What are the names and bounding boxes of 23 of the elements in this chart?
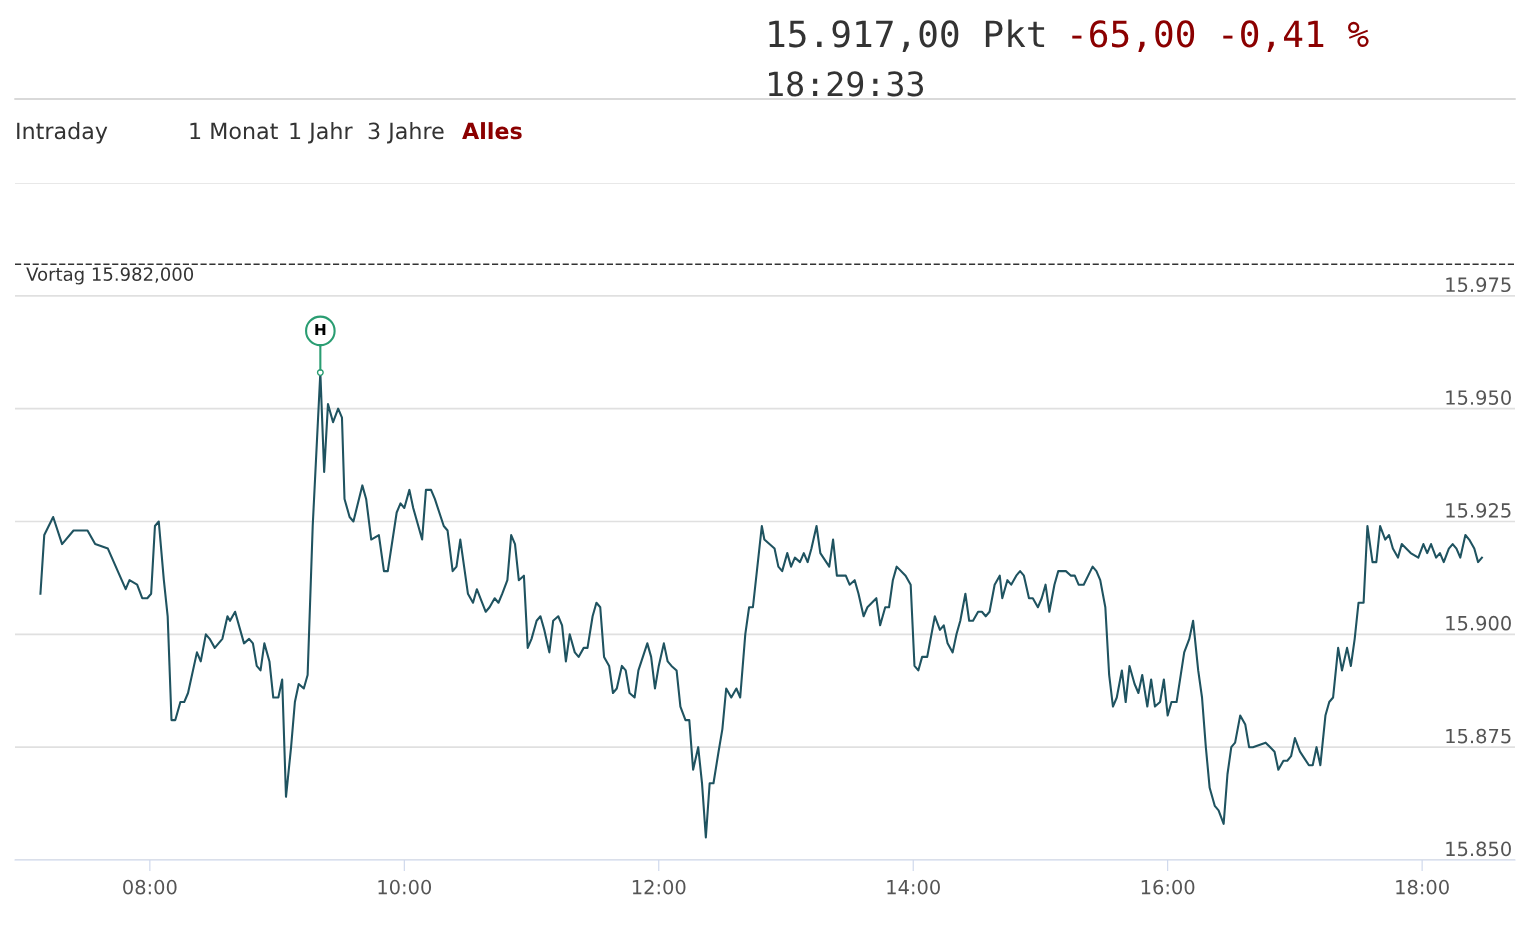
y-tick-label: 15.900 — [1446, 615, 1511, 631]
x-tick-label: 08:00 — [123, 879, 177, 895]
text: Alles — [462, 122, 522, 140]
ref-line-label: Vortag 15.982,000 — [26, 267, 194, 285]
text: -65,00 — [1072, 20, 1195, 53]
y-tick-label: 15.925 — [1446, 503, 1511, 518]
y-tick-label: 15.875 — [1446, 728, 1511, 744]
y-tick-label: 15.975 — [1446, 277, 1511, 293]
x-tick-label: 18:00 — [1396, 879, 1449, 895]
text: 1 Monat — [190, 122, 278, 140]
text: -0,41 % — [1223, 20, 1369, 53]
text: 3 Jahre — [368, 122, 444, 144]
y-tick-label: 15.850 — [1446, 841, 1511, 857]
x-tick-label: 14:00 — [887, 879, 940, 895]
text: 15.917,00 Pkt — [769, 19, 1045, 53]
x-tick-label: 16:00 — [1141, 879, 1195, 895]
x-tick-label: 10:00 — [378, 879, 432, 895]
text: Intraday — [17, 122, 108, 144]
annotation: H — [315, 323, 326, 336]
y-tick-label: 15.950 — [1446, 390, 1511, 405]
text: 18:29:33 — [769, 71, 924, 97]
x-tick-label: 12:00 — [632, 879, 686, 895]
text: 1 Jahr — [290, 122, 353, 144]
